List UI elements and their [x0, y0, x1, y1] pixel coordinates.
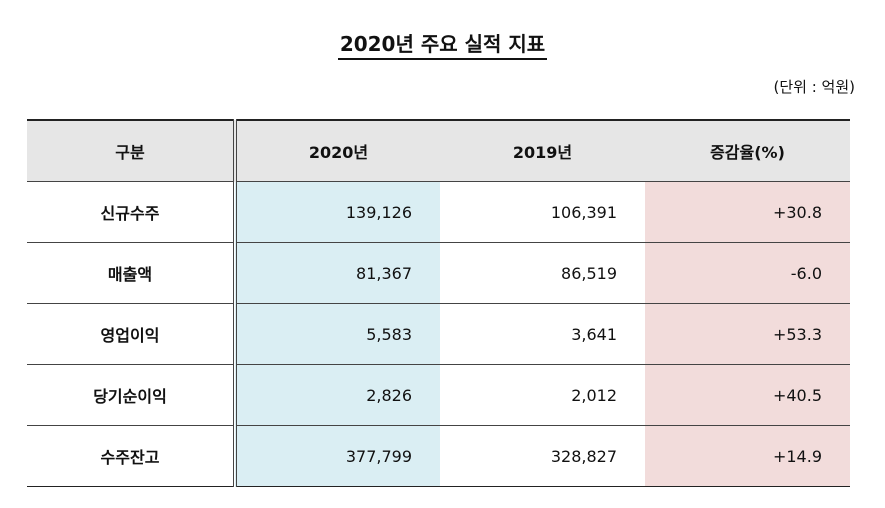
title-text: 2020년 주요 실적 지표 — [337, 32, 548, 60]
cell: 5,583 — [235, 303, 440, 365]
column-header: 2020년 — [235, 119, 440, 182]
cell: 106,391 — [440, 181, 645, 243]
cell: -6.0 — [645, 242, 850, 304]
header-row: 구분 2020년 2019년 증감율(%) — [27, 119, 850, 182]
cell: +30.8 — [645, 181, 850, 243]
unit-note: (단위 : 억원) — [773, 78, 856, 96]
row-label: 당기순이익 — [27, 364, 237, 426]
table: 구분 2020년 2019년 증감율(%) 신규수주 139,126 106,391 +30.… — [27, 119, 850, 487]
cell: +14.9 — [645, 425, 850, 487]
cell: 328,827 — [440, 425, 645, 487]
column-header: 2019년 — [440, 119, 645, 182]
table-row: 매출액 81,367 86,519 -6.0 — [27, 242, 850, 304]
title: 2020년 주요 실적 지표 — [0, 28, 885, 60]
row-label: 수주잔고 — [27, 425, 237, 487]
table-row: 영업이익 5,583 3,641 +53.3 — [27, 303, 850, 365]
cell: 139,126 — [235, 181, 440, 243]
row-label: 영업이익 — [27, 303, 237, 365]
row-label: 매출액 — [27, 242, 237, 304]
table-row: 당기순이익 2,826 2,012 +40.5 — [27, 364, 850, 426]
cell: 2,012 — [440, 364, 645, 426]
column-header: 증감율(%) — [645, 119, 850, 182]
cell: 377,799 — [235, 425, 440, 487]
cell: 3,641 — [440, 303, 645, 365]
cell: 2,826 — [235, 364, 440, 426]
table-body: 구분 2020년 2019년 증감율(%) 신규수주 139,126 106,391 +30.… — [27, 119, 850, 487]
row-label: 신규수주 — [27, 181, 237, 243]
cell: +40.5 — [645, 364, 850, 426]
table-row: 신규수주 139,126 106,391 +30.8 — [27, 181, 850, 243]
cell: +53.3 — [645, 303, 850, 365]
table-row: 수주잔고 377,799 328,827 +14.9 — [27, 425, 850, 487]
cell: 81,367 — [235, 242, 440, 304]
cell: 86,519 — [440, 242, 645, 304]
column-header: 구분 — [27, 119, 237, 182]
